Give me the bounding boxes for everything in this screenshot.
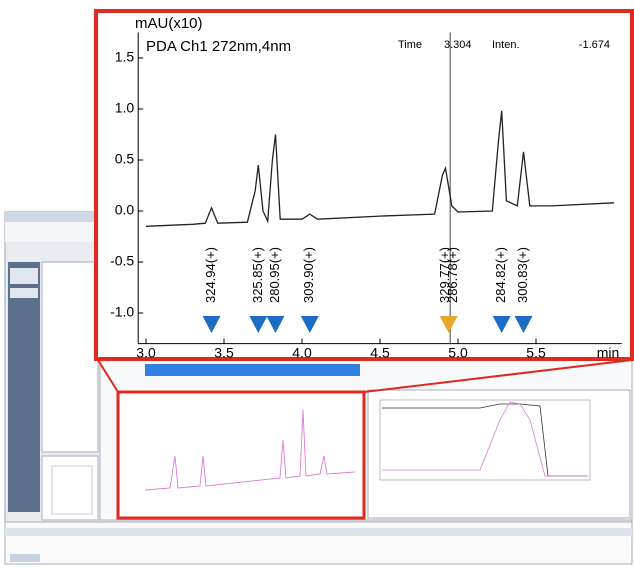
x-tick-label: 3.5 <box>214 344 234 360</box>
inset-frame <box>96 11 632 359</box>
y-tick-label: -1.0 <box>110 304 134 320</box>
peak-label: 300.83(+) <box>515 247 530 303</box>
peak-label: 284.82(+) <box>493 247 508 303</box>
peak-label: 325.85(+) <box>250 247 265 303</box>
y-tick-label: 0.0 <box>115 202 135 218</box>
y-tick-label: 1.0 <box>115 100 135 116</box>
y-tick-label: -0.5 <box>110 253 134 269</box>
peak-label: 286.78(+) <box>445 247 460 303</box>
x-axis-label: min <box>597 345 620 361</box>
cursor-intensity-label: Inten. <box>492 39 520 51</box>
x-tick-label: 3.0 <box>136 344 156 360</box>
y-tick-label: 0.5 <box>115 151 135 167</box>
x-tick-label: 5.5 <box>526 344 546 360</box>
peak-label: 309.90(+) <box>301 247 316 303</box>
y-axis-label: mAU(x10) <box>135 15 203 32</box>
cursor-time-label: Time <box>398 39 422 51</box>
screenshot: mAU(x10) PDA Ch1 272nm,4nm Time 3.304 In… <box>0 0 634 566</box>
y-tick-label: 1.5 <box>115 49 135 65</box>
cursor-intensity: -1.674 <box>579 39 610 51</box>
peak-label: 324.94(+) <box>203 247 218 303</box>
x-tick-label: 5.0 <box>448 344 468 360</box>
x-tick-label: 4.5 <box>370 344 390 360</box>
x-tick-label: 4.0 <box>292 344 312 360</box>
peak-label: 280.95(+) <box>267 247 282 303</box>
cursor-time: 3.304 <box>444 39 472 51</box>
chart-title: PDA Ch1 272nm,4nm <box>146 38 291 55</box>
